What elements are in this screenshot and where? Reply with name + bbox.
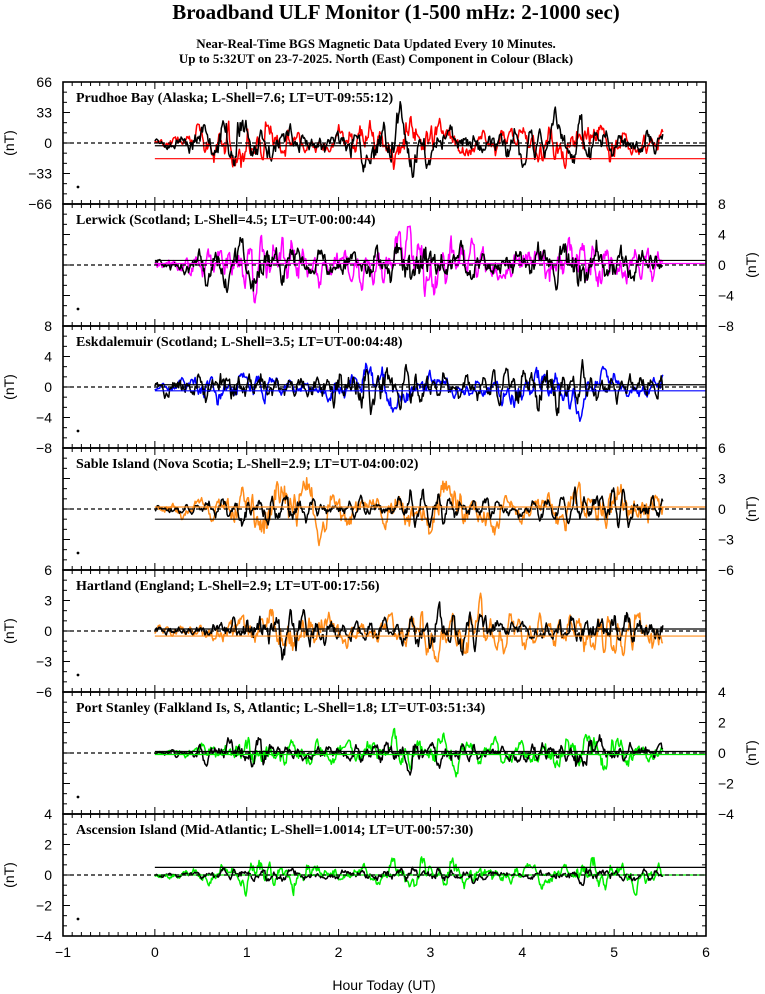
panel-1-y-tick-label: 0 (44, 135, 52, 151)
chart-title: Broadband ULF Monitor (1-500 mHz: 2-1000… (172, 0, 620, 24)
panel-4-traces (154, 477, 664, 547)
x-tick-label: −1 (55, 944, 71, 960)
x-tick-label: 6 (702, 944, 710, 960)
panel-4-y-tick-label: 3 (718, 471, 726, 487)
panel-4-marker-dot (76, 551, 80, 555)
panel-3-y-tick-label: 0 (44, 379, 52, 395)
chart-subtitle-line2: Up to 5:32UT on 23-7-2025. North (East) … (179, 51, 573, 66)
x-tick-label: 0 (151, 944, 159, 960)
panel-2-y-tick-label: 4 (718, 227, 726, 243)
panel-3-traces (154, 359, 664, 422)
x-axis-label: Hour Today (UT) (332, 977, 435, 993)
panel-5-marker-dot (76, 673, 80, 677)
panel-7-y-tick-label: −2 (36, 898, 52, 914)
panel-1-east-trace (154, 101, 664, 178)
panel-5: −6 −3 0 3 6 (nT) Hartland (England; L-Shell=2.… (1, 562, 707, 700)
panel-6-station-label: Port Stanley (Falkland Is, S, Atlantic; … (76, 701, 486, 716)
panel-6-y-tick-label: 2 (718, 715, 726, 731)
panel-3-unit-label: (nT) (1, 374, 17, 400)
panel-7-y-tick-label: −4 (36, 928, 52, 944)
panel-1-unit-label: (nT) (1, 130, 17, 156)
panel-3-north-trace (154, 362, 664, 422)
panel-2-traces (154, 225, 664, 304)
panel-5-y-tick-label: −6 (36, 684, 52, 700)
panel-6-y-tick-label: −4 (718, 806, 734, 822)
panel-4: −6 −3 0 3 6 (nT) Sable Island (Nova Scotia; L-… (62, 440, 759, 578)
panel-2-marker-dot (76, 307, 80, 311)
panel-5-north-trace (154, 592, 664, 663)
panel-3-y-tick-label: 8 (44, 318, 52, 334)
panel-2-y-tick-label: 8 (718, 196, 726, 212)
panel-4-y-tick-label: 0 (718, 501, 726, 517)
panel-4-station-label: Sable Island (Nova Scotia; L-Shell=2.9; … (76, 457, 419, 472)
panel-5-station-label: Hartland (England; L-Shell=2.9; LT=UT-00… (76, 579, 380, 594)
panel-1-station-label: Prudhoe Bay (Alaska; L-Shell=7.6; LT=UT-… (76, 91, 393, 106)
panel-3-y-tick-label: 4 (44, 349, 52, 365)
panel-6-traces (154, 727, 664, 778)
x-tick-label: 2 (335, 944, 343, 960)
panel-7: −4 −2 0 2 4 (nT) Ascension Island (Mid-Atlanti… (1, 806, 707, 944)
panel-1: −66 −33 0 33 66 (nT) Prudhoe Bay (Alaska; L-Sh… (1, 74, 707, 212)
panel-4-y-tick-label: −3 (718, 532, 734, 548)
panel-6-unit-label: (nT) (743, 740, 759, 766)
panel-1-north-trace (154, 115, 664, 171)
panel-7-traces (154, 856, 664, 897)
panel-4-y-tick-label: 6 (718, 440, 726, 456)
panel-2-north-trace (154, 225, 664, 304)
panel-5-traces (154, 592, 664, 663)
panel-6: −4 −2 0 2 4 (nT) Port Stanley (Falkland Is, S,… (62, 684, 759, 822)
panel-7-marker-dot (76, 917, 80, 921)
panel-1-y-tick-label: −66 (28, 196, 52, 212)
panel-5-y-tick-label: 6 (44, 562, 52, 578)
panel-4-unit-label: (nT) (743, 496, 759, 522)
panel-3-y-tick-label: −4 (36, 410, 52, 426)
panel-2-y-tick-label: −4 (718, 288, 734, 304)
panel-2-y-tick-label: 0 (718, 257, 726, 273)
panel-7-unit-label: (nT) (1, 862, 17, 888)
panel-6-east-trace (154, 734, 664, 776)
panel-6-y-tick-label: 4 (718, 684, 726, 700)
panel-3-station-label: Eskdalemuir (Scotland; L-Shell=3.5; LT=U… (76, 335, 403, 350)
panel-4-north-trace (154, 477, 664, 547)
panel-2-east-trace (154, 236, 663, 294)
x-tick-label: 1 (243, 944, 251, 960)
panel-2-y-tick-label: −8 (718, 318, 734, 334)
panel-5-y-tick-label: −3 (36, 654, 52, 670)
panel-7-y-tick-label: 2 (44, 837, 52, 853)
panel-7-y-tick-label: 4 (44, 806, 52, 822)
panel-7-station-label: Ascension Island (Mid-Atlantic; L-Shell=… (76, 823, 474, 838)
panel-1-y-tick-label: 33 (36, 105, 52, 121)
panel-7-east-trace (154, 866, 664, 887)
x-tick-label: 3 (427, 944, 435, 960)
panel-1-marker-dot (76, 185, 80, 189)
panel-4-y-tick-label: −6 (718, 562, 734, 578)
x-axis: −1 0 1 2 3 4 5 6 (55, 944, 710, 960)
panel-4-east-trace (154, 486, 664, 529)
chart-subtitle-line1: Near-Real-Time BGS Magnetic Data Updated… (196, 36, 556, 51)
panel-6-y-tick-label: 0 (718, 745, 726, 761)
panel-5-unit-label: (nT) (1, 618, 17, 644)
panel-1-y-tick-label: −33 (28, 166, 52, 182)
panel-3: −8 −4 0 4 8 (nT) Eskdalemuir (Scotland; L-Shel… (1, 318, 707, 456)
panel-3-marker-dot (76, 429, 80, 433)
panel-6-marker-dot (76, 795, 80, 799)
x-tick-label: 5 (610, 944, 618, 960)
panel-3-y-tick-label: −8 (36, 440, 52, 456)
x-tick-label: 4 (518, 944, 526, 960)
panel-2: −8 −4 0 4 8 (nT) Lerwick (Scotland; L-Shell=4.… (62, 196, 759, 334)
panel-1-y-tick-label: 66 (36, 74, 52, 90)
panel-3-east-trace (154, 359, 664, 417)
panel-7-y-tick-label: 0 (44, 867, 52, 883)
panel-2-unit-label: (nT) (743, 252, 759, 278)
panel-5-y-tick-label: 3 (44, 593, 52, 609)
panel-2-station-label: Lerwick (Scotland; L-Shell=4.5; LT=UT-00… (76, 213, 376, 228)
panel-1-traces (154, 101, 664, 178)
panel-6-y-tick-label: −2 (718, 776, 734, 792)
panel-5-y-tick-label: 0 (44, 623, 52, 639)
